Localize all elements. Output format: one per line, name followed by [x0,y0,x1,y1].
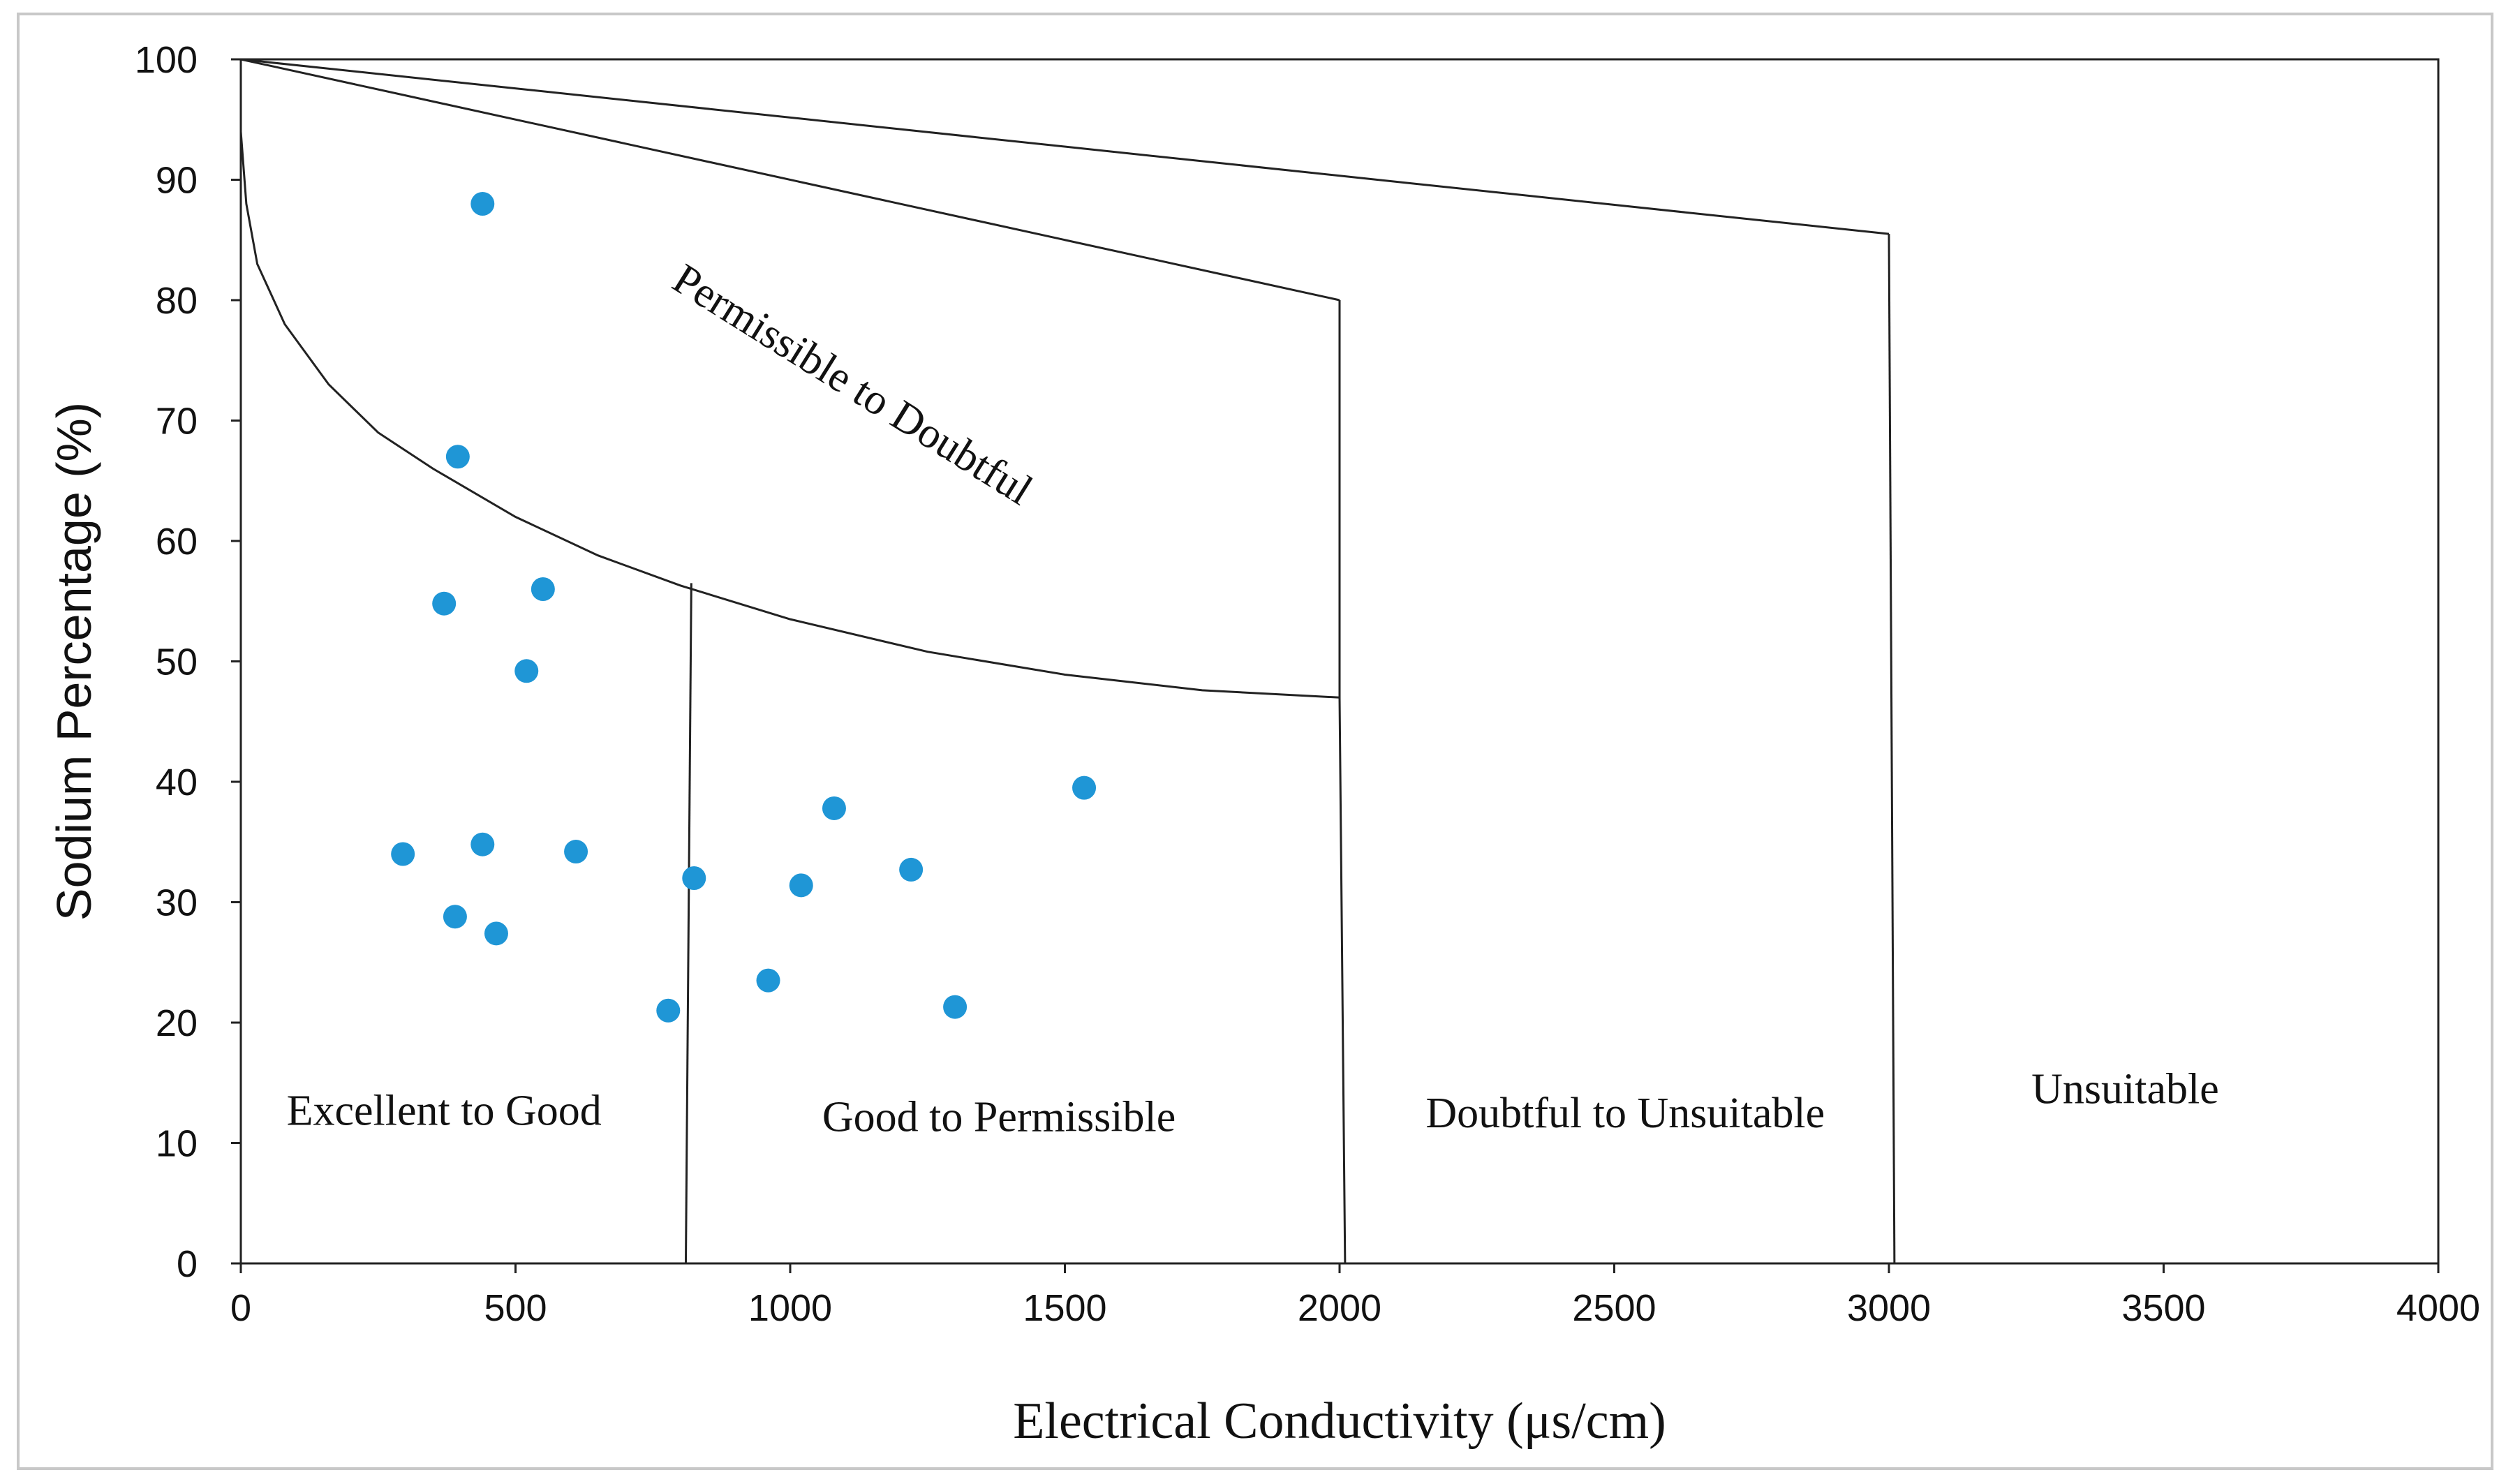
y-tick-label: 90 [156,160,198,202]
data-point [432,591,457,616]
data-point [443,905,467,929]
data-points [391,192,1097,1023]
data-point [514,659,539,683]
y-tick-label: 100 [135,39,198,81]
boundary-vertical-2000 [1338,300,1347,1264]
x-tick-label: 1000 [748,1287,832,1329]
x-tick-label: 2500 [1572,1287,1656,1329]
y-tick-label: 0 [177,1243,198,1285]
boundary-vertical-3000 [1888,234,1896,1264]
data-point [1072,776,1097,800]
y-tick-label: 40 [156,762,198,803]
zone-boundaries [239,58,1896,1264]
y-axis-ticks: 0 10 20 30 40 50 60 70 80 90 100 [135,39,241,1285]
data-point [391,842,415,866]
y-tick-label: 20 [156,1002,198,1044]
zone-label: Excellent to Good [287,1088,602,1135]
y-tick-label: 50 [156,641,198,683]
x-tick-label: 2000 [1298,1287,1381,1329]
y-tick-label: 70 [156,401,198,443]
data-point [470,192,495,216]
y-tick-label: 10 [156,1123,198,1165]
boundary-line-middle [240,58,1340,302]
chart-frame [17,13,2493,1470]
y-axis-title: Sodium Percentage (%) [47,402,101,921]
data-point [656,998,681,1023]
data-point [943,995,968,1019]
x-tick-label: 4000 [2396,1287,2480,1329]
data-point [682,866,706,890]
x-axis-title: Electrical Conductivity (μs/cm) [1013,1393,1666,1450]
data-point [899,857,924,882]
boundary-curve-lower [239,131,1340,699]
x-axis-ticks: 0 500 1000 1500 2000 2500 3000 3500 4000 [230,1263,2480,1329]
data-point [789,873,813,898]
boundary-vertical-800 [684,583,692,1264]
zone-label: Unsuitable [2031,1066,2219,1113]
data-point [470,832,495,856]
y-tick-label: 60 [156,521,198,563]
boundary-line-outer [240,58,1890,235]
data-point [445,445,470,469]
data-point [484,921,508,946]
zone-labels: Permissible to Doubtful Excellent to Good… [287,255,2219,1141]
y-tick-label: 30 [156,882,198,924]
zone-label: Good to Permissible [822,1093,1176,1141]
zone-label: Doubtful to Unsuitable [1425,1090,1825,1137]
data-point [822,796,846,820]
data-point [756,968,780,993]
data-point [531,577,555,601]
zone-label: Permissible to Doubtful [665,255,1040,514]
x-tick-label: 0 [230,1287,251,1329]
x-tick-label: 3500 [2121,1287,2205,1329]
x-tick-label: 3000 [1847,1287,1931,1329]
x-tick-label: 1500 [1023,1287,1106,1329]
y-tick-label: 80 [156,280,198,322]
x-tick-label: 500 [484,1287,547,1329]
data-point [564,840,588,864]
